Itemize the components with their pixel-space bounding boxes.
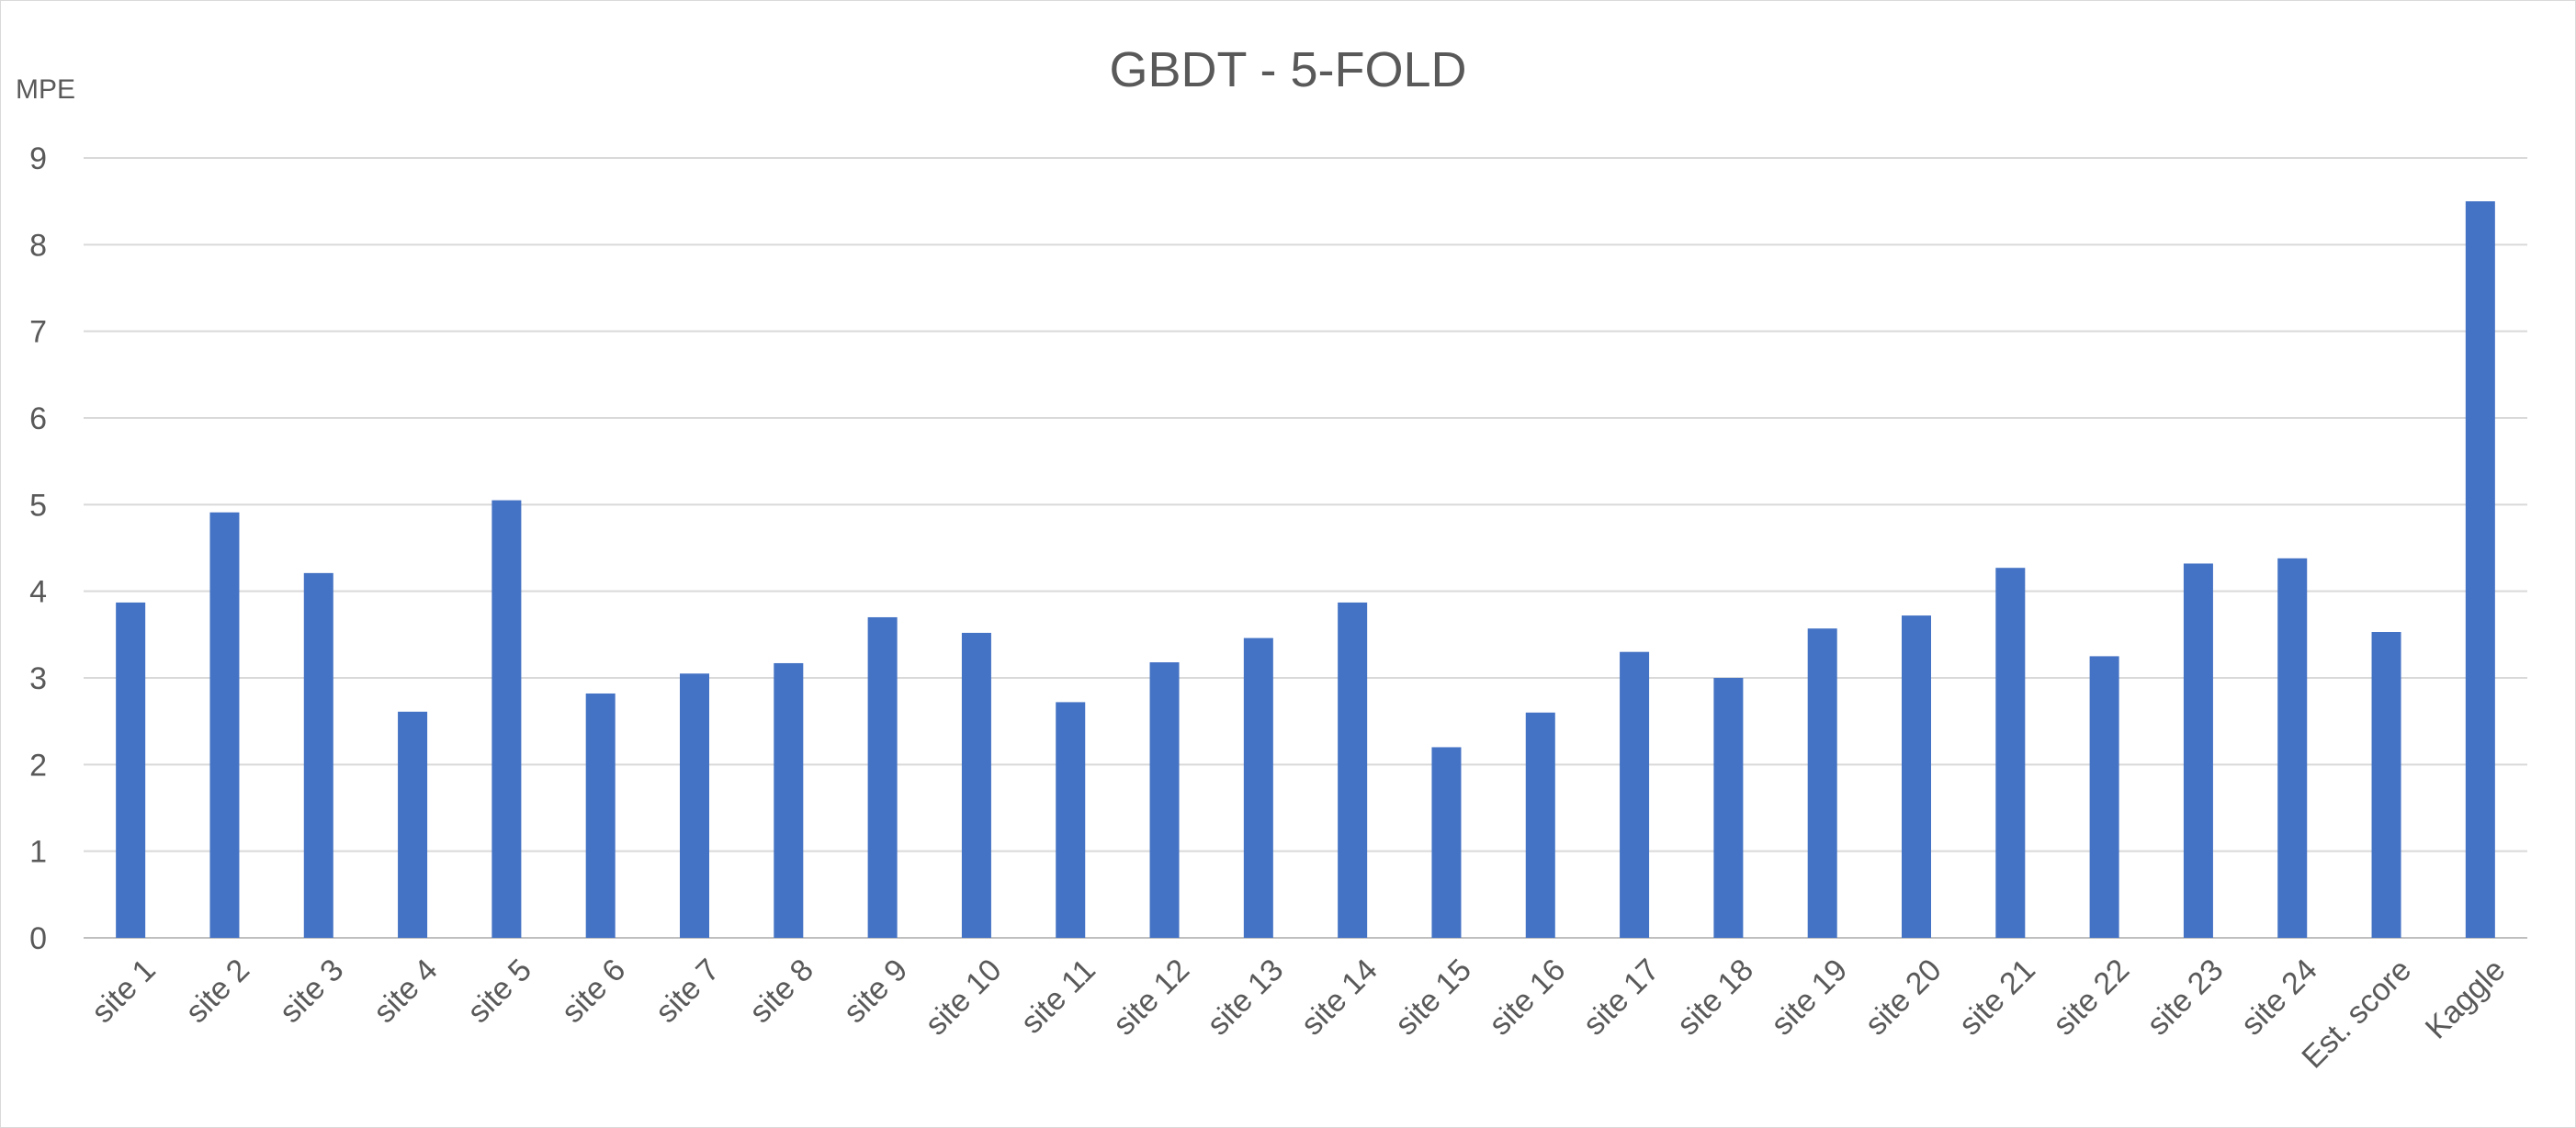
y-tick-label: 7 [29, 315, 47, 350]
x-category-label: site 16 [1483, 953, 1573, 1043]
bar [2089, 656, 2119, 938]
x-category-label: site 13 [1201, 953, 1291, 1043]
y-tick-label: 6 [29, 401, 47, 436]
y-tick-label: 1 [29, 835, 47, 870]
bar [1902, 615, 1931, 938]
bar [680, 673, 709, 938]
y-tick-label: 9 [29, 141, 47, 176]
x-category-label: site 4 [367, 953, 444, 1030]
bar [303, 572, 333, 938]
x-category-label: site 18 [1670, 953, 1760, 1043]
x-category-label: site 20 [1859, 953, 1949, 1043]
x-category-label: site 14 [1294, 953, 1384, 1043]
gridlines [84, 157, 2527, 939]
x-category-label: site 6 [555, 953, 632, 1030]
x-category-label: site 3 [273, 953, 350, 1030]
bars [116, 201, 2495, 938]
bar [1713, 678, 1744, 938]
x-category-label: site 24 [2234, 953, 2324, 1043]
x-category-label: site 1 [85, 953, 162, 1030]
x-category-label: site 19 [1765, 953, 1855, 1043]
bar [2277, 558, 2308, 938]
bar [585, 693, 616, 938]
y-tick-labels: 0 1 2 3 4 5 6 7 8 9 [29, 141, 47, 956]
x-category-label: site 11 [1014, 953, 1102, 1041]
x-category-label: site 8 [743, 953, 820, 1030]
bar [2371, 632, 2401, 938]
bar [774, 662, 804, 938]
bar [867, 616, 898, 938]
x-category-label: site 7 [649, 953, 726, 1030]
x-category-label: site 21 [1952, 953, 2042, 1043]
chart-title: GBDT - 5-FOLD [1109, 42, 1466, 97]
x-category-labels: site 1 site 2 site 3 site 4 site 5 site 6 site… [85, 953, 2512, 1076]
bar [1338, 602, 1368, 938]
x-category-label: site 22 [2047, 953, 2137, 1043]
x-category-label: site 5 [461, 953, 538, 1030]
x-category-label: site 23 [2141, 953, 2231, 1043]
bar [1525, 712, 1555, 938]
bar [1431, 747, 1462, 938]
bar [1807, 628, 1837, 938]
bar [1149, 662, 1180, 938]
bar [1243, 637, 1273, 938]
y-tick-label: 8 [29, 228, 47, 263]
bar [2183, 563, 2213, 938]
bar [1995, 568, 2026, 938]
y-axis-label: MPE [16, 74, 75, 105]
x-category-label: site 15 [1388, 953, 1478, 1043]
bar [491, 500, 522, 938]
x-category-label: site 12 [1106, 953, 1196, 1043]
x-category-label: site 17 [1576, 953, 1666, 1043]
bar [2465, 201, 2495, 938]
x-category-label: site 9 [837, 953, 914, 1030]
y-tick-label: 2 [29, 748, 47, 783]
y-tick-label: 5 [29, 488, 47, 523]
bar [398, 711, 428, 938]
y-tick-label: 3 [29, 661, 47, 696]
bar [116, 602, 146, 938]
bar [961, 632, 991, 938]
x-category-label: site 10 [919, 953, 1009, 1043]
bar [209, 512, 240, 938]
x-category-label: Kaggle [2419, 953, 2513, 1046]
y-tick-label: 0 [29, 921, 47, 956]
y-tick-label: 4 [29, 575, 47, 610]
bar [1056, 702, 1086, 938]
x-category-label: site 2 [179, 953, 256, 1030]
bar [1620, 651, 1650, 938]
